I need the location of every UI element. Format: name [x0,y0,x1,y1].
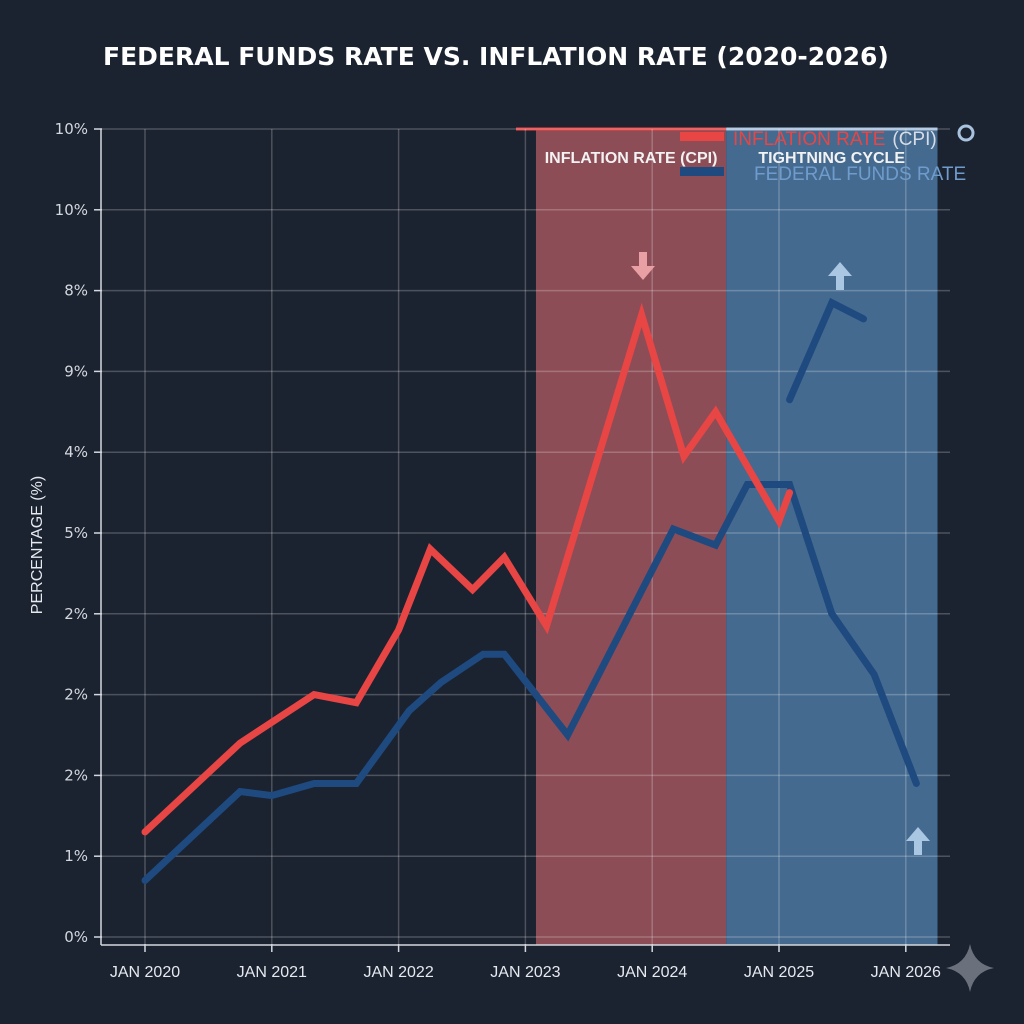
x-tick-label: JAN 2023 [490,964,560,981]
x-tick-label: JAN 2024 [617,964,687,981]
shaded-regions [516,127,938,945]
legend-swatch-fed [680,167,724,176]
x-tick-label: JAN 2022 [363,964,433,981]
chart-title: FEDERAL FUNDS RATE VS. INFLATION RATE (2… [103,42,889,71]
legend-swatch-inflation [680,132,724,141]
x-tick-label: JAN 2025 [744,964,814,981]
y-tick-label: 10% [55,120,88,138]
axes: 0% 1% 2% 2% 2% 5% 4% 9% 8% 10% 10% JAN 2020 JAN 2021… [55,120,950,981]
legend-label-inflation: INFLATION RATE [733,129,885,150]
y-tick-label: 1% [64,847,88,865]
x-tick-label: JAN 2020 [110,964,180,981]
series-line-fed-funds-segment [786,297,868,404]
series-line-inflation [141,302,794,836]
legend-label-inflation-suffix: (CPI) [892,129,936,150]
series-lines [141,297,920,884]
y-axis-label: PERCENTAGE (%) [29,476,46,614]
legend-label-fed: FEDERAL FUNDS RATE [754,164,966,185]
y-tick-label: 8% [64,282,88,300]
y-tick-label: 10% [55,201,88,219]
region-label: TIGHTNING CYCLE [758,150,905,167]
y-tick-label: 0% [64,928,88,946]
x-tick-label: JAN 2021 [237,964,307,981]
y-tick-label: 2% [64,605,88,623]
annotations: INFLATION RATE (CPI) TIGHTNING CYCLE [545,150,930,855]
region-label: INFLATION RATE (CPI) [545,150,718,167]
y-tick-label: 2% [64,766,88,784]
x-tick-label: JAN 2026 [871,964,941,981]
down-arrow-icon [631,252,655,280]
up-arrow-icon [828,262,852,290]
shaded-region [726,129,938,945]
circle-icon[interactable] [957,124,975,142]
y-tick-label: 4% [64,443,88,461]
series-line-fed-funds [141,481,920,884]
legend[interactable]: INFLATION RATE (CPI) FEDERAL FUNDS RATE [680,124,975,185]
up-arrow-icon [906,827,930,855]
y-tick-label: 9% [64,362,88,380]
sparkle-icon [946,944,994,992]
y-tick-label: 5% [64,524,88,542]
y-tick-label: 2% [64,686,88,704]
